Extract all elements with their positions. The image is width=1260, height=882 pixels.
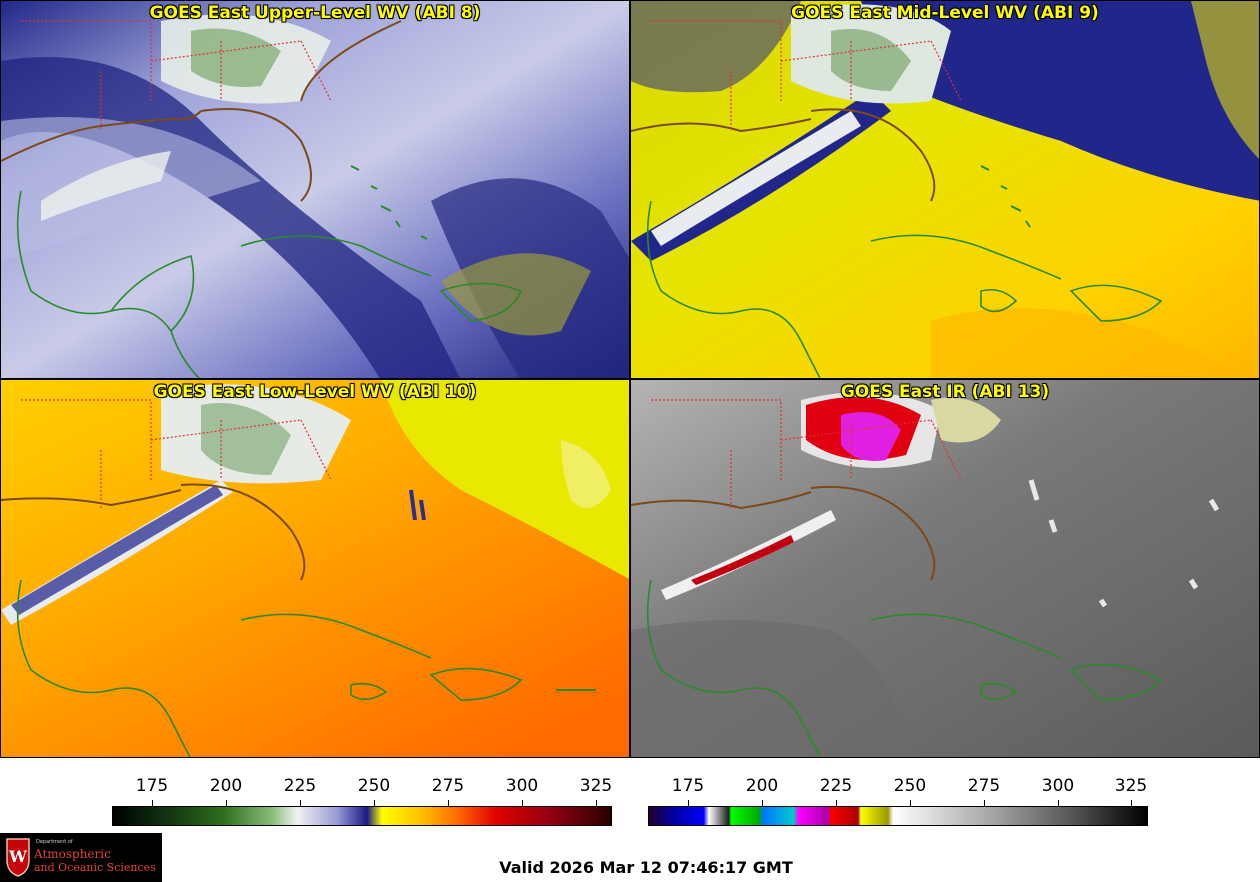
uw-crest-icon: W [6,838,30,877]
colorbar-tick-label: 250 [357,776,391,796]
logo-line1: Atmospheric [34,847,111,861]
logo-line2: and Oceanic Sciences [34,861,156,874]
colorbar-tick-label: 275 [967,776,1001,796]
mid-level-wv-map [631,1,1259,378]
colorbar-tick [300,800,301,806]
svg-text:W: W [8,847,28,866]
colorbar-tick [1058,800,1059,806]
colorbar-tick [522,800,523,806]
colorbar-tick-label: 300 [1041,776,1075,796]
panel-title: GOES East Mid-Level WV (ABI 9) [791,3,1099,23]
wv-colorbar [112,806,612,826]
logo-dept-text: Department of [36,839,73,845]
colorbar-tick-label: 175 [671,776,705,796]
colorbar-tick-label: 275 [431,776,465,796]
colorbar-tick-label: 300 [505,776,539,796]
ir-panel: GOES East IR (ABI 13) [630,379,1260,758]
colorbar-tick [226,800,227,806]
colorbar-tick [152,800,153,806]
colorbar-tick [596,800,597,806]
ir-colorbar [648,806,1148,826]
colorbar-tick-label: 250 [893,776,927,796]
panel-title: GOES East IR (ABI 13) [840,382,1050,402]
aos-logo: W Department of Atmospheric and Oceanic … [0,833,162,882]
colorbar-tick [910,800,911,806]
colorbar-tick [984,800,985,806]
colorbar-tick-label: 200 [745,776,779,796]
colorbar-tick [762,800,763,806]
upper-level-wv-panel: GOES East Upper-Level WV (ABI 8) [0,0,630,379]
colorbar-tick [448,800,449,806]
mid-level-wv-panel: GOES East Mid-Level WV (ABI 9) [630,0,1260,379]
ir-map [631,380,1259,757]
valid-time: Valid 2026 Mar 12 07:46:17 GMT [499,858,793,877]
colorbar-tick-label: 225 [283,776,317,796]
colorbar-tick-label: 225 [819,776,853,796]
colorbar-tick-label: 325 [579,776,613,796]
colorbar-tick [374,800,375,806]
panel-title: GOES East Upper-Level WV (ABI 8) [149,3,481,23]
colorbar-tick [688,800,689,806]
colorbar-tick-label: 325 [1114,776,1148,796]
colorbar-tick [836,800,837,806]
low-level-wv-panel: GOES East Low-Level WV (ABI 10) [0,379,630,758]
panel-title: GOES East Low-Level WV (ABI 10) [153,382,477,402]
upper-level-wv-map [1,1,629,378]
colorbar-tick-label: 175 [135,776,169,796]
low-level-wv-map [1,380,629,757]
colorbar-tick [1131,800,1132,806]
colorbar-tick-label: 200 [209,776,243,796]
